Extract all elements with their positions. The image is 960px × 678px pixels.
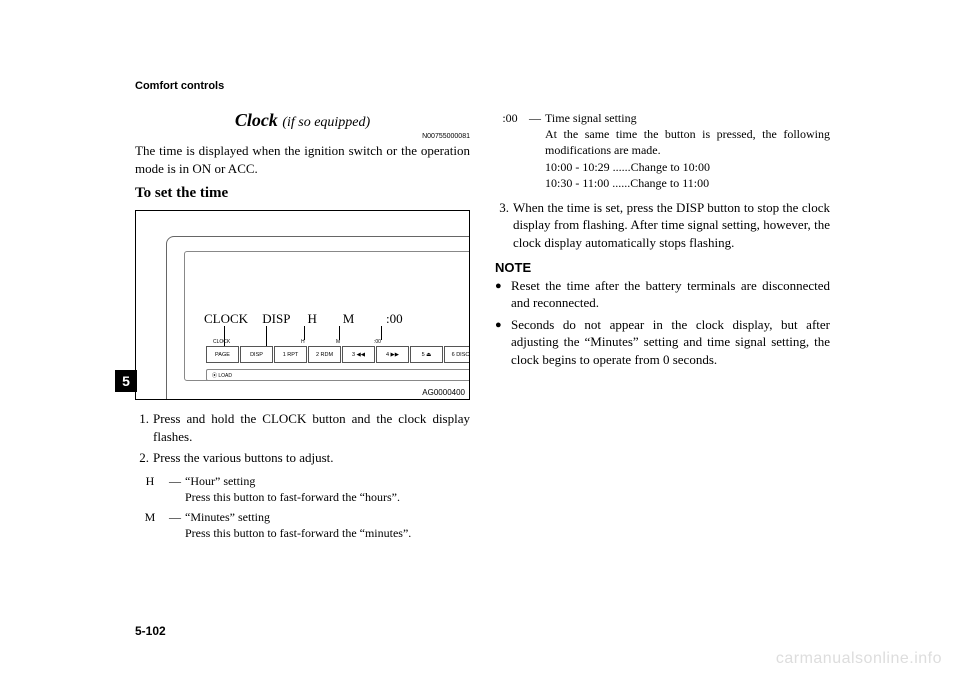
figure-labels: CLOCK DISP H M :00 bbox=[204, 311, 403, 327]
btn-2: 2 RDM bbox=[308, 346, 341, 363]
btn-disp: DISP bbox=[240, 346, 273, 363]
step-item: 1. Press and hold the CLOCK button and t… bbox=[135, 410, 470, 445]
radio-figure: CLOCK DISP H M :00 CLOCK H M :00 PA bbox=[135, 210, 470, 400]
btn-page: PAGE bbox=[206, 346, 239, 363]
def-dash: — bbox=[525, 110, 545, 191]
left-column: Clock (if so equipped) N00755000081 The … bbox=[135, 110, 470, 545]
tiny-label-00: :00 bbox=[374, 339, 381, 345]
manual-page: Comfort controls Clock (if so equipped) … bbox=[0, 0, 960, 678]
section-header: Comfort controls bbox=[135, 80, 830, 92]
note-text: Reset the time after the battery termina… bbox=[511, 277, 830, 312]
step-number: 2. bbox=[135, 449, 153, 467]
bullet-icon: ● bbox=[495, 277, 511, 312]
step-number: 3. bbox=[495, 199, 513, 252]
step-text: When the time is set, press the DISP but… bbox=[513, 199, 830, 252]
btn-5: 5 ⏏ bbox=[410, 346, 443, 363]
def-row: H — “Hour” setting Press this button to … bbox=[135, 473, 470, 505]
def-val: “Minutes” setting Press this button to f… bbox=[185, 509, 470, 541]
def-dash: — bbox=[165, 473, 185, 505]
definitions: :00 — Time signal setting At the same ti… bbox=[495, 110, 830, 191]
tiny-label-clock: CLOCK bbox=[213, 339, 230, 345]
note-item: ● Seconds do not appear in the clock dis… bbox=[495, 316, 830, 369]
def-row: :00 — Time signal setting At the same ti… bbox=[495, 110, 830, 191]
section-title: Clock (if so equipped) bbox=[135, 110, 470, 131]
def-line: 10:30 - 11:00 ......Change to 11:00 bbox=[545, 175, 830, 191]
step-number: 1. bbox=[135, 410, 153, 445]
label-m: M bbox=[343, 311, 383, 327]
label-00: :00 bbox=[386, 311, 403, 327]
btn-4: 4 ▶▶ bbox=[376, 346, 409, 363]
def-title: “Minutes” setting bbox=[185, 509, 470, 525]
def-title: “Hour” setting bbox=[185, 473, 470, 489]
def-key: M bbox=[135, 509, 165, 541]
note-item: ● Reset the time after the battery termi… bbox=[495, 277, 830, 312]
bullet-icon: ● bbox=[495, 316, 511, 369]
chapter-tab: 5 bbox=[115, 370, 137, 392]
btn-3: 3 ◀◀ bbox=[342, 346, 375, 363]
watermark: carmanualsonline.info bbox=[776, 650, 942, 668]
def-desc: At the same time the button is pressed, … bbox=[545, 126, 830, 158]
def-row: M — “Minutes” setting Press this button … bbox=[135, 509, 470, 541]
step-text: Press and hold the CLOCK button and the … bbox=[153, 410, 470, 445]
subheading: To set the time bbox=[135, 185, 470, 202]
definitions: H — “Hour” setting Press this button to … bbox=[135, 473, 470, 542]
def-val: Time signal setting At the same time the… bbox=[545, 110, 830, 191]
def-key: :00 bbox=[495, 110, 525, 191]
leader-line bbox=[339, 326, 340, 340]
step-item: 2. Press the various buttons to adjust. bbox=[135, 449, 470, 467]
step-text: Press the various buttons to adjust. bbox=[153, 449, 470, 467]
note-heading: NOTE bbox=[495, 260, 830, 275]
figure-code: AG0000400 bbox=[422, 388, 465, 397]
def-dash: — bbox=[165, 509, 185, 541]
def-desc: Press this button to fast-forward the “h… bbox=[185, 489, 470, 505]
page-number: 5-102 bbox=[135, 624, 166, 638]
btn-1: 1 RPT bbox=[274, 346, 307, 363]
def-title: Time signal setting bbox=[545, 110, 830, 126]
note-text: Seconds do not appear in the clock displ… bbox=[511, 316, 830, 369]
btn-6: 6 DISC bbox=[444, 346, 470, 363]
leader-line bbox=[381, 326, 382, 340]
intro-text: The time is displayed when the ignition … bbox=[135, 142, 470, 177]
leader-line bbox=[266, 326, 267, 346]
title-sub: (if so equipped) bbox=[282, 115, 370, 130]
def-key: H bbox=[135, 473, 165, 505]
def-val: “Hour” setting Press this button to fast… bbox=[185, 473, 470, 505]
right-column: :00 — Time signal setting At the same ti… bbox=[495, 110, 830, 545]
two-column-layout: Clock (if so equipped) N00755000081 The … bbox=[135, 110, 830, 545]
def-line: 10:00 - 10:29 ......Change to 10:00 bbox=[545, 159, 830, 175]
leader-line bbox=[304, 326, 305, 340]
step-item: 3. When the time is set, press the DISP … bbox=[495, 199, 830, 252]
button-row: PAGE DISP 1 RPT 2 RDM 3 ◀◀ 4 ▶▶ 5 ⏏ 6 DI… bbox=[206, 346, 470, 363]
label-h: H bbox=[308, 311, 340, 327]
tiny-label-m: M bbox=[336, 339, 340, 345]
load-slot: ⦿ LOAD bbox=[206, 369, 470, 381]
def-desc: Press this button to fast-forward the “m… bbox=[185, 525, 470, 541]
label-clock: CLOCK bbox=[204, 311, 259, 327]
reference-code: N00755000081 bbox=[135, 133, 470, 140]
label-disp: DISP bbox=[262, 311, 304, 327]
title-main: Clock bbox=[235, 110, 278, 130]
tiny-label-h: H bbox=[301, 339, 305, 345]
